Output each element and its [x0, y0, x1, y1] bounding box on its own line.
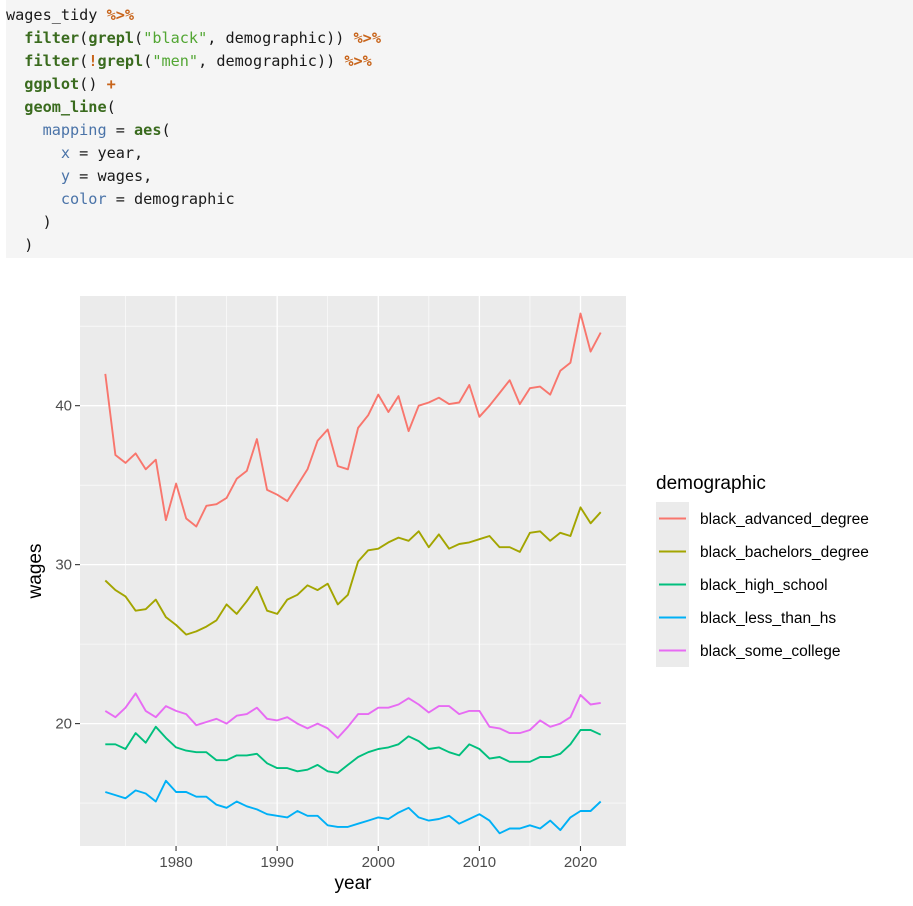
- legend-label: black_bachelors_degree: [700, 544, 869, 561]
- code-token: (: [143, 52, 153, 70]
- y-axis: 20 30 40: [55, 398, 80, 733]
- code-line: x = year,: [6, 142, 913, 165]
- code-line: ): [6, 211, 913, 234]
- legend-label: black_some_college: [700, 643, 840, 660]
- code-token: = year,: [70, 144, 144, 162]
- legend-items: black_advanced_degree black_bachelors_deg…: [656, 502, 869, 667]
- code-token: = demographic: [106, 190, 235, 208]
- code-token: [6, 190, 61, 208]
- chart-area: 1980 1990 2000 2010 2020 20 30 40 year wages d…: [0, 270, 913, 901]
- code-token: y: [60, 167, 71, 185]
- code-line: filter(grepl("black", demographic)) %>%: [6, 27, 913, 50]
- code-token: [6, 167, 61, 185]
- code-block: wages_tidy %>% filter(grepl("black", dem…: [6, 0, 913, 258]
- x-axis: 1980 1990 2000 2010 2020: [159, 846, 597, 871]
- code-token: aes: [134, 121, 162, 139]
- code-token: (): [79, 75, 107, 93]
- code-token: ): [6, 213, 52, 231]
- x-tick-label: 2020: [564, 854, 597, 871]
- code-token: ggplot: [24, 75, 80, 93]
- code-token: , demographic)): [198, 52, 345, 70]
- series-line-black-bachelors-degree: [104, 506, 602, 636]
- code-token: (: [161, 121, 171, 139]
- y-tick-label: 20: [55, 716, 72, 733]
- code-token: %>%: [353, 29, 381, 47]
- x-tick-label: 2010: [463, 854, 496, 871]
- code-token: (: [106, 98, 116, 116]
- legend-label: black_less_than_hs: [700, 610, 836, 627]
- code-line: ggplot() +: [6, 73, 913, 96]
- x-tick-label: 1980: [159, 854, 192, 871]
- y-tick-label: 40: [55, 398, 72, 415]
- code-token: (: [79, 52, 89, 70]
- code-token: grepl: [88, 29, 135, 47]
- code-token: =: [106, 121, 135, 139]
- code-line: ): [6, 234, 913, 257]
- code-token: mapping: [42, 121, 107, 139]
- x-tick-label: 2000: [362, 854, 395, 871]
- code-token: "black": [143, 29, 208, 47]
- code-token: filter: [24, 29, 80, 47]
- series-lines: [104, 312, 602, 835]
- code-token: [6, 75, 24, 93]
- code-token: wages_tidy: [6, 6, 107, 24]
- y-tick-label: 30: [55, 557, 72, 574]
- code-line: mapping = aes(: [6, 119, 913, 142]
- legend: demographic black_advanced_degree black_b…: [656, 473, 869, 667]
- y-axis-label: wages: [25, 544, 46, 600]
- code-token: "men": [152, 52, 199, 70]
- code-token: %>%: [344, 52, 372, 70]
- code-token: x: [60, 144, 71, 162]
- legend-label: black_high_school: [700, 577, 828, 594]
- code-token: %>%: [106, 6, 135, 24]
- code-token: geom_line: [24, 98, 107, 116]
- x-tick-label: 1990: [260, 854, 293, 871]
- code-line: y = wages,: [6, 165, 913, 188]
- code-token: filter: [24, 52, 80, 70]
- code-line: color = demographic: [6, 188, 913, 211]
- code-line: wages_tidy %>%: [6, 4, 913, 27]
- grid-major: [80, 296, 626, 846]
- code-token: [6, 144, 61, 162]
- x-axis-label: year: [335, 873, 373, 894]
- code-token: (: [79, 29, 89, 47]
- code-token: [6, 98, 24, 116]
- code-token: [6, 29, 24, 47]
- code-token: [6, 121, 43, 139]
- series-line-black-some-college: [104, 692, 601, 739]
- code-token: !: [88, 52, 98, 70]
- plot-panel: [80, 296, 626, 846]
- legend-label: black_advanced_degree: [700, 511, 869, 528]
- code-token: , demographic)): [207, 29, 354, 47]
- code-token: (: [134, 29, 144, 47]
- code-token: +: [106, 75, 116, 93]
- code-token: ): [6, 236, 34, 254]
- code-token: grepl: [97, 52, 144, 70]
- series-line-black-advanced-degree: [104, 312, 602, 528]
- legend-title: demographic: [656, 473, 766, 494]
- series-line-black-high-school: [105, 725, 602, 774]
- code-token: color: [60, 190, 107, 208]
- series-line-black-less-than-hs: [105, 779, 602, 835]
- code-line: geom_line(: [6, 96, 913, 119]
- code-token: = wages,: [70, 167, 153, 185]
- code-line: filter(!grepl("men", demographic)) %>%: [6, 50, 913, 73]
- code-token: [6, 52, 24, 70]
